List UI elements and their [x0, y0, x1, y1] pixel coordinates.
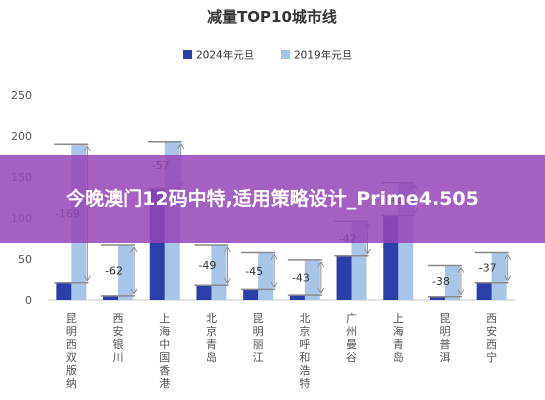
x-category-label: 上海青岛	[393, 312, 404, 364]
x-category-label: 北京呼和浩特	[299, 312, 310, 390]
x-category-label: 昆明西双版纳	[66, 312, 77, 390]
legend-label: 2019年元旦	[294, 49, 352, 62]
y-tick-label: 250	[11, 89, 32, 102]
bar-2024	[476, 282, 492, 300]
bar-2024	[196, 285, 212, 300]
legend-swatch	[281, 50, 290, 59]
bar-2024	[289, 295, 305, 300]
bar-2019	[118, 245, 134, 300]
banner-text: 今晚澳门12码中特,适用策略设计_Prime4.505	[66, 188, 479, 210]
bar-2024	[103, 295, 119, 300]
y-tick-label: 50	[18, 253, 32, 266]
legend-label: 2024年元旦	[196, 49, 254, 62]
diff-arrow-head	[83, 145, 91, 152]
diff-arrow-head	[130, 246, 138, 253]
legend-swatch	[183, 50, 192, 59]
overlay-banner: 今晚澳门12码中特,适用策略设计_Prime4.505	[0, 155, 545, 243]
diff-label: -38	[432, 275, 450, 288]
diff-label: -45	[245, 265, 263, 278]
diff-label: -62	[105, 264, 123, 277]
x-category-label: 西安银川	[113, 312, 124, 364]
bar-2024	[56, 282, 72, 300]
bar-2019	[304, 259, 320, 300]
bar-2019	[491, 252, 507, 300]
bar-2024	[336, 255, 352, 300]
diff-arrow-head	[224, 278, 231, 285]
diff-arrow-head	[317, 260, 325, 268]
diff-arrow-head	[504, 275, 512, 282]
diff-arrow-head	[224, 246, 231, 253]
diff-arrow-head	[457, 266, 465, 273]
chart-title: 减量TOP10城市线	[207, 8, 337, 26]
diff-arrow-head	[270, 253, 278, 260]
diff-label: -37	[479, 262, 497, 275]
y-tick-label: 200	[11, 130, 32, 143]
x-category-label: 昆明普洱	[439, 312, 450, 364]
x-category-label: 西安西宁	[486, 312, 497, 364]
bar-2019	[211, 245, 227, 300]
diff-arrow-head	[177, 142, 185, 149]
bar-2019	[258, 252, 274, 300]
diff-arrow-head	[270, 282, 278, 289]
diff-label: -43	[292, 271, 310, 284]
diff-label: -49	[198, 259, 216, 272]
diff-arrow-head	[130, 288, 138, 295]
diff-arrow-head	[83, 275, 91, 282]
x-category-label: 北京青岛	[206, 312, 217, 364]
x-category-label: 上海中国香港	[159, 312, 170, 390]
x-category-label: 广州曼谷	[346, 312, 357, 364]
bar-2024	[243, 289, 259, 300]
diff-arrow-head	[457, 289, 465, 296]
y-tick-label: 0	[25, 294, 32, 307]
diff-arrow-head	[364, 248, 371, 255]
diff-arrow-head	[317, 287, 325, 294]
x-category-label: 昆明丽江	[253, 312, 264, 364]
diff-arrow-head	[504, 253, 512, 260]
bar-2019	[444, 265, 460, 300]
bar-2024	[429, 296, 445, 300]
chart-legend: 2024年元旦 2019年元旦	[183, 49, 352, 62]
x-axis: 昆明西双版纳 西安银川 上海中国香港 北京青岛 昆明丽江 北京呼和浩特 广州曼谷 上海青岛 昆明…	[66, 312, 497, 390]
